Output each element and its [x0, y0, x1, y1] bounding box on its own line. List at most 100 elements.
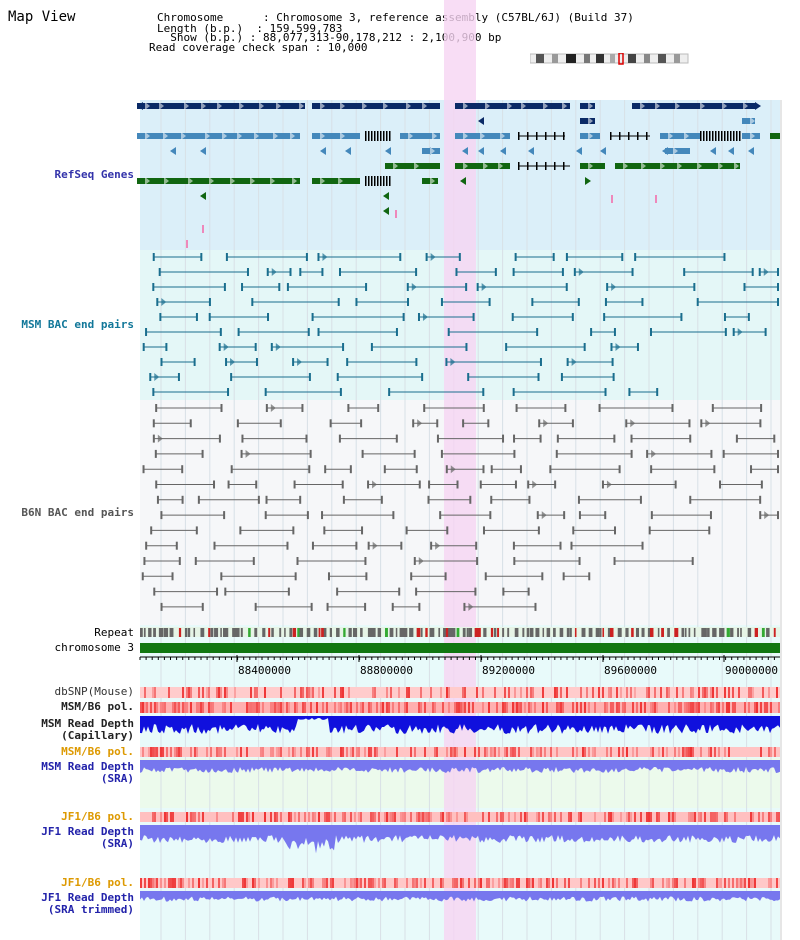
jf1-trim-pol-strip-cell: [358, 878, 360, 888]
jf1-pol-strip-cell: [298, 812, 300, 822]
repeat-feature: [323, 628, 327, 637]
jf1-trim-pol-strip-cell: [442, 878, 444, 888]
dbsnp-strip-cell: [702, 687, 704, 698]
jf1-trim-pol-strip-cell: [170, 878, 172, 888]
jf1-pol-strip-cell: [312, 812, 314, 822]
msm-pol-strip-cell: [458, 702, 460, 713]
repeat-feature: [747, 628, 752, 637]
jf1-pol-strip-cell: [304, 812, 306, 822]
dbsnp-strip-cell: [386, 687, 388, 698]
b6n-bac-pair-end: [230, 465, 233, 474]
gene-exon-marker: [430, 177, 435, 185]
gene-exon-marker: [588, 117, 593, 125]
gene-feature: [742, 118, 755, 124]
msm-bac-pair-end: [160, 358, 163, 366]
repeat-feature: [707, 628, 710, 637]
msm-sra-pol-strip-cell: [328, 747, 330, 757]
gene-arrow: [478, 147, 484, 155]
b6n-bac-pair-end: [571, 419, 574, 428]
msm-sra-pol-strip-cell: [396, 747, 398, 757]
msm-pol-strip-cell: [160, 702, 162, 713]
dbsnp-strip-cell: [698, 687, 700, 698]
repeat-feature: [220, 628, 222, 637]
msm-pol-strip-cell: [316, 702, 318, 713]
dbsnp-strip-cell: [520, 687, 522, 698]
jf1-trim-pol-strip-cell: [364, 878, 366, 888]
msm-pol-strip-cell: [520, 702, 522, 713]
dbsnp-strip-cell: [648, 687, 650, 698]
msm-sra-pol-strip-cell: [484, 747, 486, 757]
jf1-pol-strip-cell: [326, 812, 328, 822]
msm-sra-pol-strip-cell: [312, 747, 314, 757]
b6n-bac-pair-end: [286, 541, 289, 550]
msm-pol-strip-cell: [302, 702, 304, 713]
b6n-bac-pair-end: [484, 572, 487, 581]
b6n-bac-pair-end: [688, 419, 691, 428]
gene-exon-marker: [480, 132, 485, 140]
gene-arrow: [585, 177, 591, 185]
msm-pol-strip-cell: [418, 702, 420, 713]
msm-sra-pol-strip-cell: [288, 747, 290, 757]
dbsnp-strip-cell: [202, 687, 204, 698]
jf1-trim-pol-strip-cell: [302, 878, 304, 888]
b6n-bac-pair-end: [361, 449, 364, 458]
jf1-trim-pol-strip-cell: [516, 878, 518, 888]
gene-feature: [385, 163, 440, 169]
jf1-trim-pol-strip-cell: [526, 878, 528, 888]
repeat-feature: [617, 628, 622, 637]
dbsnp-strip-cell: [762, 687, 764, 698]
coverage-info: Read coverage check span : 10,000: [149, 41, 368, 54]
gene-exon-marker: [201, 102, 206, 110]
b6n-bac-pair-end: [327, 572, 330, 581]
msm-bac-pair-end: [159, 313, 162, 321]
b6n-bac-pair-end: [537, 526, 540, 535]
msm-pol-strip-cell: [530, 702, 532, 713]
msm-sra-pol-strip-cell: [626, 747, 628, 757]
msm-bac-pair-end: [395, 328, 398, 336]
msm-bac-pair-end: [604, 388, 607, 396]
b6n-bac-pair-end: [160, 511, 163, 520]
msm-bac-pair-end: [241, 283, 244, 291]
jf1-trim-pol-strip-cell: [378, 878, 380, 888]
dbsnp-strip-cell: [440, 687, 442, 698]
jf1-trim-pol-strip-cell: [528, 878, 530, 888]
ideogram-band: [536, 54, 544, 63]
b6n-bac-pair-end: [216, 587, 219, 596]
jf1-trim-pol-strip-cell: [224, 878, 226, 888]
repeat-feature: [254, 628, 258, 637]
jf1-pol-strip-cell: [464, 812, 466, 822]
b6n-bac-pair-end: [462, 419, 465, 428]
msm-bac-pair-end: [537, 373, 540, 381]
gene-exon-tick: [703, 131, 705, 141]
msm-bac-pair-end: [336, 373, 339, 381]
jf1-pol-strip-bg: [140, 812, 780, 822]
b6n-bac-pair-end: [646, 449, 649, 458]
jf1-trim-depth-area: [140, 891, 780, 902]
repeat-feature: [553, 628, 556, 637]
gene-exon-marker: [362, 102, 367, 110]
msm-pol-strip-cell: [146, 702, 148, 713]
msm-sra-pol-strip-cell: [358, 747, 360, 757]
msm-sra-pol-strip-cell: [384, 747, 386, 757]
msm-pol-sra-label: MSM/B6 pol.: [61, 745, 134, 758]
jf1-trim-pol-strip-cell: [356, 878, 358, 888]
jf1-trim-pol-strip-cell: [312, 878, 314, 888]
msm-sra-pol-strip-cell: [142, 747, 144, 757]
msm-sra-pol-strip-cell: [584, 747, 586, 757]
chromosome-ideogram[interactable]: [530, 53, 690, 65]
jf1-trim-pol-strip-cell: [172, 878, 174, 888]
b6n-bac-pair-end: [223, 511, 226, 520]
gene-exon-marker: [184, 102, 189, 110]
msm-bac-pair-end: [193, 358, 196, 366]
jf1-pol-strip-cell: [386, 812, 388, 822]
msm-sra-pol-strip-cell: [294, 747, 296, 757]
repeat-feature: [522, 628, 525, 637]
b6n-bac-pair-end: [309, 449, 312, 458]
msm-sra-pol-strip-cell: [190, 747, 192, 757]
repeat-feature: [712, 628, 717, 637]
gene-exon-marker: [414, 162, 419, 170]
dbsnp-strip-cell: [226, 687, 228, 698]
gene-arrow: [460, 177, 466, 185]
gene-exon-marker: [641, 162, 646, 170]
